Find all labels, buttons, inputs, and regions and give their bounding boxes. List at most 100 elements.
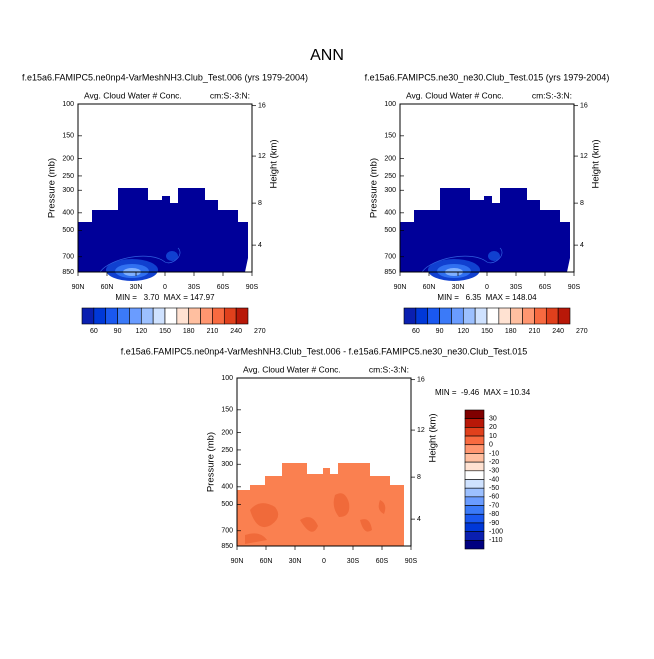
colorbar-label: -70 bbox=[489, 502, 499, 509]
colorbar-label: 270 bbox=[254, 328, 266, 335]
y2-tick-label: 12 bbox=[580, 153, 588, 160]
colorbar-label: -60 bbox=[489, 494, 499, 501]
y-tick-label: 150 bbox=[62, 133, 74, 140]
y2-axis-label: Height (km) bbox=[428, 413, 439, 462]
colorbar-box bbox=[498, 307, 512, 325]
colorbar-box bbox=[464, 418, 485, 428]
y-tick-label: 250 bbox=[384, 173, 396, 180]
colorbar-label: -100 bbox=[489, 528, 503, 535]
y-tick-label: 300 bbox=[221, 461, 233, 468]
panel-title: f.e15a6.FAMIPC5.ne0np4-VarMeshNH3.Club_T… bbox=[121, 346, 528, 356]
colorbar-box bbox=[212, 307, 225, 325]
colorbar-box bbox=[464, 427, 485, 437]
colorbar-label: 10 bbox=[489, 433, 497, 440]
panel-units: cm:S:-3:N: bbox=[369, 364, 409, 374]
panel-units: cm:S:-3:N: bbox=[532, 90, 572, 100]
colorbar-label: 240 bbox=[552, 328, 564, 335]
colorbar-box bbox=[200, 307, 213, 325]
y-tick-label: 100 bbox=[384, 101, 396, 108]
y-tick-label: 250 bbox=[62, 173, 74, 180]
panel-subtitle: Avg. Cloud Water # Conc. bbox=[406, 90, 504, 100]
y2-tick-label: 8 bbox=[417, 474, 421, 481]
x-tick-label: 30N bbox=[452, 284, 465, 291]
colorbar-box bbox=[464, 487, 485, 498]
stats: MIN = 3.70 MAX = 147.97 bbox=[115, 293, 215, 302]
colorbar-label: 60 bbox=[412, 328, 420, 335]
colorbar-box bbox=[464, 531, 485, 541]
x-tick-label: 0 bbox=[322, 558, 326, 565]
colorbar-box bbox=[474, 307, 488, 325]
colorbar-box bbox=[464, 513, 485, 524]
colorbar-label: -80 bbox=[489, 511, 499, 518]
y-tick-label: 100 bbox=[62, 101, 74, 108]
colorbar-box bbox=[152, 307, 166, 325]
y-tick-label: 200 bbox=[62, 155, 74, 162]
colorbar-box bbox=[464, 435, 485, 446]
panel-subtitle: Avg. Cloud Water # Conc. bbox=[243, 364, 341, 374]
y2-axis-label: Height (km) bbox=[269, 139, 280, 188]
y-tick-label: 500 bbox=[62, 227, 74, 234]
y2-tick-label: 12 bbox=[258, 153, 266, 160]
colorbar-box bbox=[81, 307, 95, 325]
colorbar-label: 60 bbox=[90, 328, 98, 335]
x-tick-label: 90S bbox=[568, 284, 581, 291]
y-tick-label: 200 bbox=[221, 429, 233, 436]
colorbar-box bbox=[464, 496, 485, 506]
colorbar-box bbox=[464, 540, 485, 550]
y-tick-label: 150 bbox=[384, 133, 396, 140]
colorbar-label: 90 bbox=[436, 328, 444, 335]
colorbar-box bbox=[164, 307, 178, 325]
y-axis-label: Pressure (mb) bbox=[369, 158, 380, 218]
y-tick-label: 850 bbox=[62, 269, 74, 276]
colorbar-label: -30 bbox=[489, 468, 499, 475]
x-tick-label: 30S bbox=[347, 558, 360, 565]
y-tick-label: 400 bbox=[221, 484, 233, 491]
y-tick-label: 850 bbox=[384, 269, 396, 276]
colorbar-label: 120 bbox=[457, 328, 469, 335]
colorbar-label: 180 bbox=[505, 328, 517, 335]
colorbar-label: 150 bbox=[481, 328, 493, 335]
y-axis-label: Pressure (mb) bbox=[206, 432, 217, 492]
colorbar-label: -20 bbox=[489, 459, 499, 466]
x-tick-label: 30N bbox=[130, 284, 143, 291]
x-tick-label: 60N bbox=[260, 558, 273, 565]
colorbar-box bbox=[439, 307, 452, 325]
x-tick-label: 90N bbox=[394, 284, 407, 291]
colorbar-label: 150 bbox=[159, 328, 171, 335]
colorbar-box bbox=[117, 307, 130, 325]
x-tick-label: 60S bbox=[539, 284, 552, 291]
y-tick-label: 250 bbox=[221, 447, 233, 454]
colorbar-label: -110 bbox=[489, 537, 503, 544]
colorbar-label: -90 bbox=[489, 520, 499, 527]
x-tick-label: 90N bbox=[72, 284, 85, 291]
y2-tick-label: 16 bbox=[258, 103, 266, 110]
x-tick-label: 90S bbox=[246, 284, 259, 291]
colorbar-box bbox=[464, 461, 485, 472]
colorbar-box bbox=[403, 307, 417, 325]
x-tick-label: 60N bbox=[423, 284, 436, 291]
colorbar-label: -40 bbox=[489, 476, 499, 483]
y-tick-label: 100 bbox=[221, 375, 233, 382]
y-tick-label: 700 bbox=[62, 254, 74, 261]
x-tick-label: 30S bbox=[188, 284, 201, 291]
y-tick-label: 400 bbox=[384, 210, 396, 217]
x-tick-label: 30N bbox=[289, 558, 302, 565]
colorbar-box bbox=[486, 307, 500, 325]
panel-title: f.e15a6.FAMIPC5.ne0np4-VarMeshNH3.Club_T… bbox=[22, 72, 308, 82]
colorbar-box bbox=[464, 409, 485, 419]
colorbar-box bbox=[235, 307, 249, 325]
y2-tick-label: 8 bbox=[580, 200, 584, 207]
y2-tick-label: 4 bbox=[580, 242, 584, 249]
panel-title: f.e15a6.FAMIPC5.ne30_ne30.Club_Test.015 … bbox=[365, 72, 610, 82]
colorbar-box bbox=[464, 470, 485, 480]
colorbar-box bbox=[105, 307, 118, 325]
y-tick-label: 400 bbox=[62, 210, 74, 217]
colorbar-box bbox=[522, 307, 535, 325]
x-tick-label: 90N bbox=[231, 558, 244, 565]
x-tick-label: 30S bbox=[510, 284, 523, 291]
colorbar-label: 0 bbox=[489, 442, 493, 449]
y-tick-label: 700 bbox=[221, 528, 233, 535]
colorbar-box bbox=[93, 307, 107, 325]
panel-units: cm:S:-3:N: bbox=[210, 90, 250, 100]
